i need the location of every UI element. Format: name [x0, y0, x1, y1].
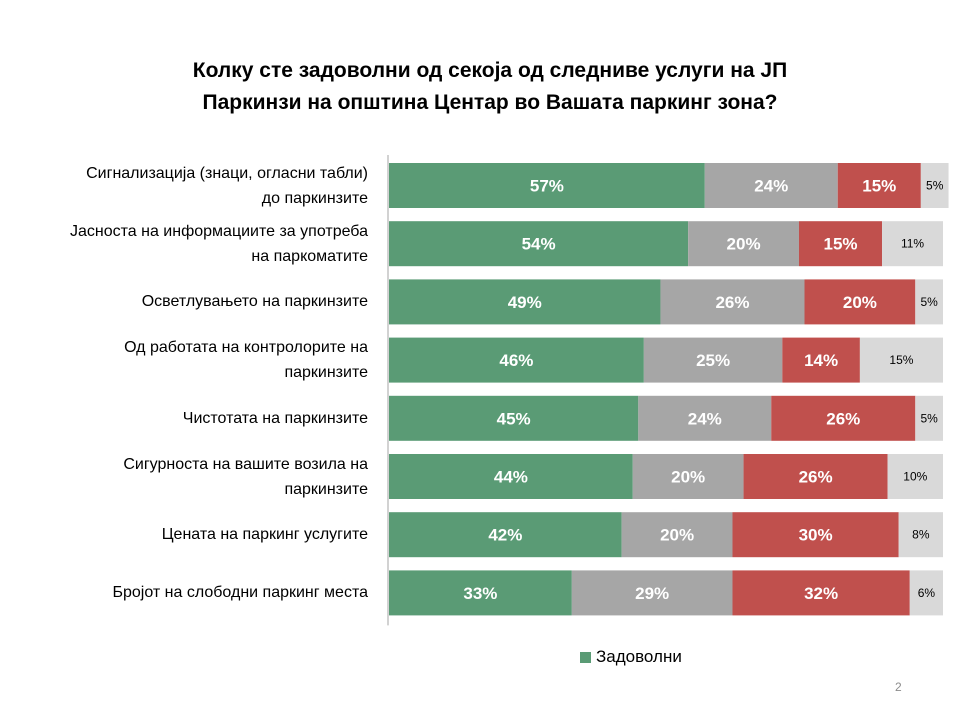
category-label-line: Сигнализација (знаци, огласни табли) — [86, 164, 368, 182]
bar-segment-1-4 — [920, 163, 949, 208]
category-label-line: Од работата на контролорите на — [124, 339, 368, 357]
bar-segment-6-4 — [887, 454, 943, 499]
data-label-7-1: 42% — [488, 526, 522, 545]
bar-segment-2-2 — [688, 221, 799, 267]
data-label-4-2: 25% — [696, 351, 730, 370]
data-label-7-2: 20% — [660, 526, 694, 545]
category-label-line: Бројот на слободни паркинг места — [112, 584, 369, 602]
bar-segment-2-4 — [882, 221, 943, 267]
category-label-3: Осветлувањето на паркинзите — [8, 277, 368, 326]
bar-segment-3-2 — [660, 279, 805, 325]
category-label-1: Сигнализација (знаци, огласни табли) до п… — [8, 161, 368, 210]
category-label-7: Цената на паркинг услугите — [8, 510, 368, 559]
data-label-6-3: 26% — [799, 468, 833, 487]
bar-segment-3-4 — [915, 279, 943, 325]
bar-segment-7-2 — [621, 512, 733, 558]
category-label-2: Јасноста на информациите за употреба на п… — [8, 219, 368, 268]
data-label-8-1: 33% — [463, 584, 497, 603]
category-label-4: Од работата на контролорите на паркинзите — [8, 336, 368, 385]
data-label-1-2: 24% — [754, 177, 788, 196]
category-label-line: Јасноста на информациите за употреба — [70, 222, 368, 240]
bar-segment-1-1 — [389, 163, 705, 208]
category-label-line: Сигурноста на вашите возила на — [123, 455, 368, 473]
category-label-line: паркинзите — [284, 480, 368, 498]
bar-segment-3-3 — [804, 279, 916, 325]
data-label-2-2: 20% — [727, 235, 761, 254]
bar-segment-6-3 — [743, 454, 888, 499]
bar-segment-7-1 — [389, 512, 622, 558]
data-label-1-4: 5% — [926, 179, 944, 193]
category-label-8: Бројот на слободни паркинг места — [8, 568, 369, 617]
category-label-line: паркинзите — [284, 364, 368, 382]
data-label-5-1: 45% — [497, 409, 531, 428]
bar-segment-8-4 — [909, 570, 943, 616]
data-label-8-2: 29% — [635, 584, 669, 603]
data-label-5-4: 5% — [920, 411, 938, 425]
bar-segment-2-1 — [389, 221, 689, 267]
data-label-3-4: 5% — [920, 295, 938, 309]
chart-title: Колку сте задоволни од секоја од следнив… — [60, 55, 920, 119]
data-label-6-2: 20% — [671, 468, 705, 487]
bar-segment-6-1 — [389, 454, 633, 499]
data-label-3-3: 20% — [843, 293, 877, 312]
bar-segment-5-2 — [638, 395, 772, 441]
data-label-3-1: 49% — [508, 293, 542, 312]
bar-segment-5-1 — [389, 395, 639, 441]
legend-swatch-satisfied — [580, 651, 591, 663]
bar-segment-8-3 — [732, 570, 910, 616]
category-label-6: Сигурноста на вашите возила на паркинзите — [8, 452, 368, 501]
data-label-2-3: 15% — [823, 235, 857, 254]
category-label-line: до паркинзите — [261, 189, 368, 207]
legend-label-satisfied: Задоволни — [596, 647, 682, 666]
bar-segment-5-4 — [915, 395, 943, 441]
bar-segment-1-3 — [837, 163, 921, 208]
bar-segment-5-3 — [771, 395, 916, 441]
category-label-line: Цената на паркинг услугите — [161, 526, 368, 544]
data-label-6-1: 44% — [494, 468, 528, 487]
chart-title-line-2: Паркинзи на општина Центар во Вашата пар… — [202, 91, 778, 114]
data-label-2-4: 11% — [901, 237, 924, 251]
data-label-5-3: 26% — [826, 409, 860, 428]
data-label-1-1: 57% — [530, 177, 564, 196]
bar-segment-4-2 — [643, 337, 783, 383]
bar-segment-8-2 — [571, 570, 733, 616]
bar-segment-7-3 — [732, 512, 899, 558]
category-label-5: Чистотата на паркинзите — [8, 394, 368, 443]
bar-segment-4-3 — [782, 337, 860, 383]
data-label-1-3: 15% — [862, 177, 896, 196]
data-label-8-4: 6% — [918, 586, 936, 600]
page-number: 2 — [895, 680, 902, 694]
data-label-7-3: 30% — [799, 526, 833, 545]
data-label-4-4: 15% — [889, 353, 913, 367]
category-label-line: на паркоматите — [251, 247, 368, 265]
data-label-6-4: 10% — [903, 470, 927, 484]
data-label-8-3: 32% — [804, 584, 838, 603]
bar-segment-4-1 — [389, 337, 644, 383]
bar-segment-8-1 — [389, 570, 572, 616]
bar-segment-6-2 — [632, 454, 744, 499]
bar-segment-4-4 — [859, 337, 943, 383]
legend: Задоволни — [580, 647, 682, 667]
category-label-line: Чистотата на паркинзите — [182, 409, 368, 427]
data-label-5-2: 24% — [688, 409, 722, 428]
data-label-4-3: 14% — [804, 351, 838, 370]
bar-segment-7-4 — [898, 512, 943, 558]
data-label-2-1: 54% — [522, 235, 556, 254]
data-label-4-1: 46% — [499, 351, 533, 370]
data-label-7-4: 8% — [912, 528, 930, 542]
bar-segment-1-2 — [704, 163, 838, 208]
data-label-3-2: 26% — [715, 293, 749, 312]
bar-segment-2-3 — [798, 221, 883, 267]
chart-title-line-1: Колку сте задоволни од секоја од следнив… — [192, 59, 788, 82]
bar-segment-3-1 — [389, 279, 661, 325]
category-label-line: Осветлувањето на паркинзите — [141, 293, 368, 311]
